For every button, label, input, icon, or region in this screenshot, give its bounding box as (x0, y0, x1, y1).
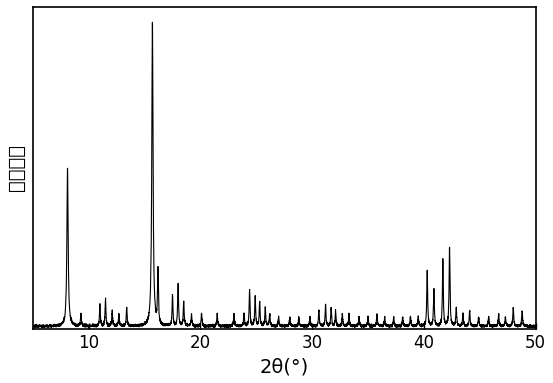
X-axis label: 2θ(°): 2θ(°) (259, 357, 309, 376)
Y-axis label: 相对强度: 相对强度 (7, 144, 26, 191)
